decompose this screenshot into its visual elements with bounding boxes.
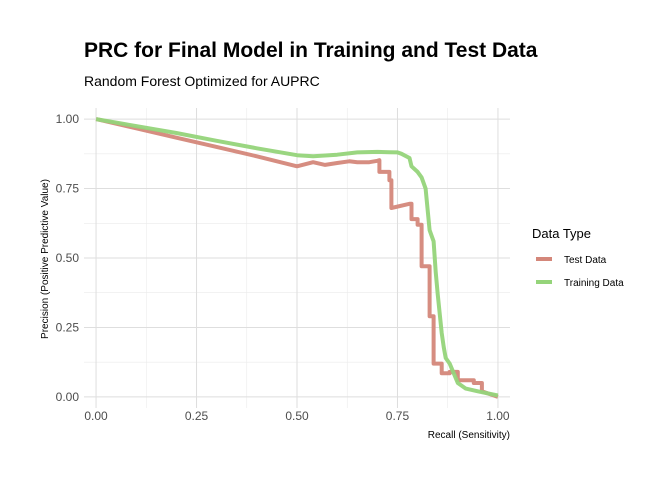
legend-label-test-data: Test Data	[564, 255, 607, 266]
grid-lines	[84, 108, 510, 408]
chart-title: PRC for Final Model in Training and Test…	[84, 39, 538, 62]
series-lines	[95, 117, 499, 399]
y-tick-label: 0.00	[56, 390, 80, 404]
x-axis-label: Recall (Sensitivity)	[428, 430, 510, 441]
y-tick-label: 0.75	[56, 182, 80, 196]
legend-title: Data Type	[532, 226, 591, 241]
x-tick-label: 0.00	[84, 409, 108, 423]
y-tick-label: 1.00	[56, 112, 80, 126]
x-tick-label: 0.50	[285, 409, 309, 423]
x-tick-label: 0.75	[386, 409, 410, 423]
x-tick-label: 0.25	[185, 409, 209, 423]
chart-subtitle: Random Forest Optimized for AUPRC	[84, 73, 320, 89]
legend-label-training-data: Training Data	[564, 278, 624, 289]
y-axis-label: Precision (Positive Predictive Value)	[40, 179, 51, 339]
y-tick-label: 0.25	[56, 320, 80, 334]
x-axis-ticks: 0.00 0.25 0.50 0.75 1.00	[84, 409, 510, 423]
y-tick-label: 0.50	[56, 251, 80, 265]
x-tick-label: 1.00	[486, 409, 510, 423]
legend: Data Type Test Data Training Data	[532, 226, 624, 289]
series-line-test-data	[95, 117, 499, 399]
series-line-training-data	[95, 117, 499, 398]
y-axis-ticks: 0.00 0.25 0.50 0.75 1.00	[56, 112, 80, 404]
